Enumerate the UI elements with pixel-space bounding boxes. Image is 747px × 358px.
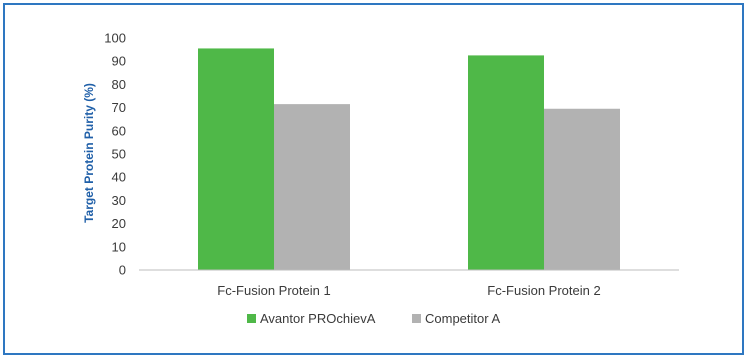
bars	[198, 48, 620, 271]
category-label: Fc-Fusion Protein 2	[487, 283, 600, 298]
y-tick-label: 20	[112, 216, 126, 231]
y-tick-label: 0	[119, 263, 126, 278]
y-tick-label: 30	[112, 193, 126, 208]
y-tick-label: 50	[112, 147, 126, 162]
legend-label: Avantor PROchievA	[260, 311, 376, 326]
bar-avantor-1	[198, 48, 274, 270]
legend-swatch	[412, 314, 421, 323]
y-tick-label: 10	[112, 239, 126, 254]
bar-avantor-2	[468, 55, 544, 271]
legend: Avantor PROchievA Competitor A	[247, 311, 500, 326]
y-tick-label: 90	[112, 54, 126, 69]
chart-frame	[3, 3, 744, 355]
y-tick-label: 70	[112, 100, 126, 115]
bar-competitor-1	[274, 104, 350, 271]
category-labels: Fc-Fusion Protein 1 Fc-Fusion Protein 2	[217, 283, 600, 298]
y-tick-label: 60	[112, 123, 126, 138]
bar-competitor-2	[544, 108, 620, 270]
y-tick-label: 80	[112, 77, 126, 92]
y-tick-label: 100	[104, 31, 126, 46]
y-axis-ticks: 0 10 20 30 40 50 60 70 80 90 100	[104, 31, 126, 278]
y-axis-label: Target Protein Purity (%)	[82, 83, 96, 223]
category-label: Fc-Fusion Protein 1	[217, 283, 330, 298]
legend-swatch	[247, 314, 256, 323]
legend-label: Competitor A	[425, 311, 500, 326]
y-tick-label: 40	[112, 170, 126, 185]
